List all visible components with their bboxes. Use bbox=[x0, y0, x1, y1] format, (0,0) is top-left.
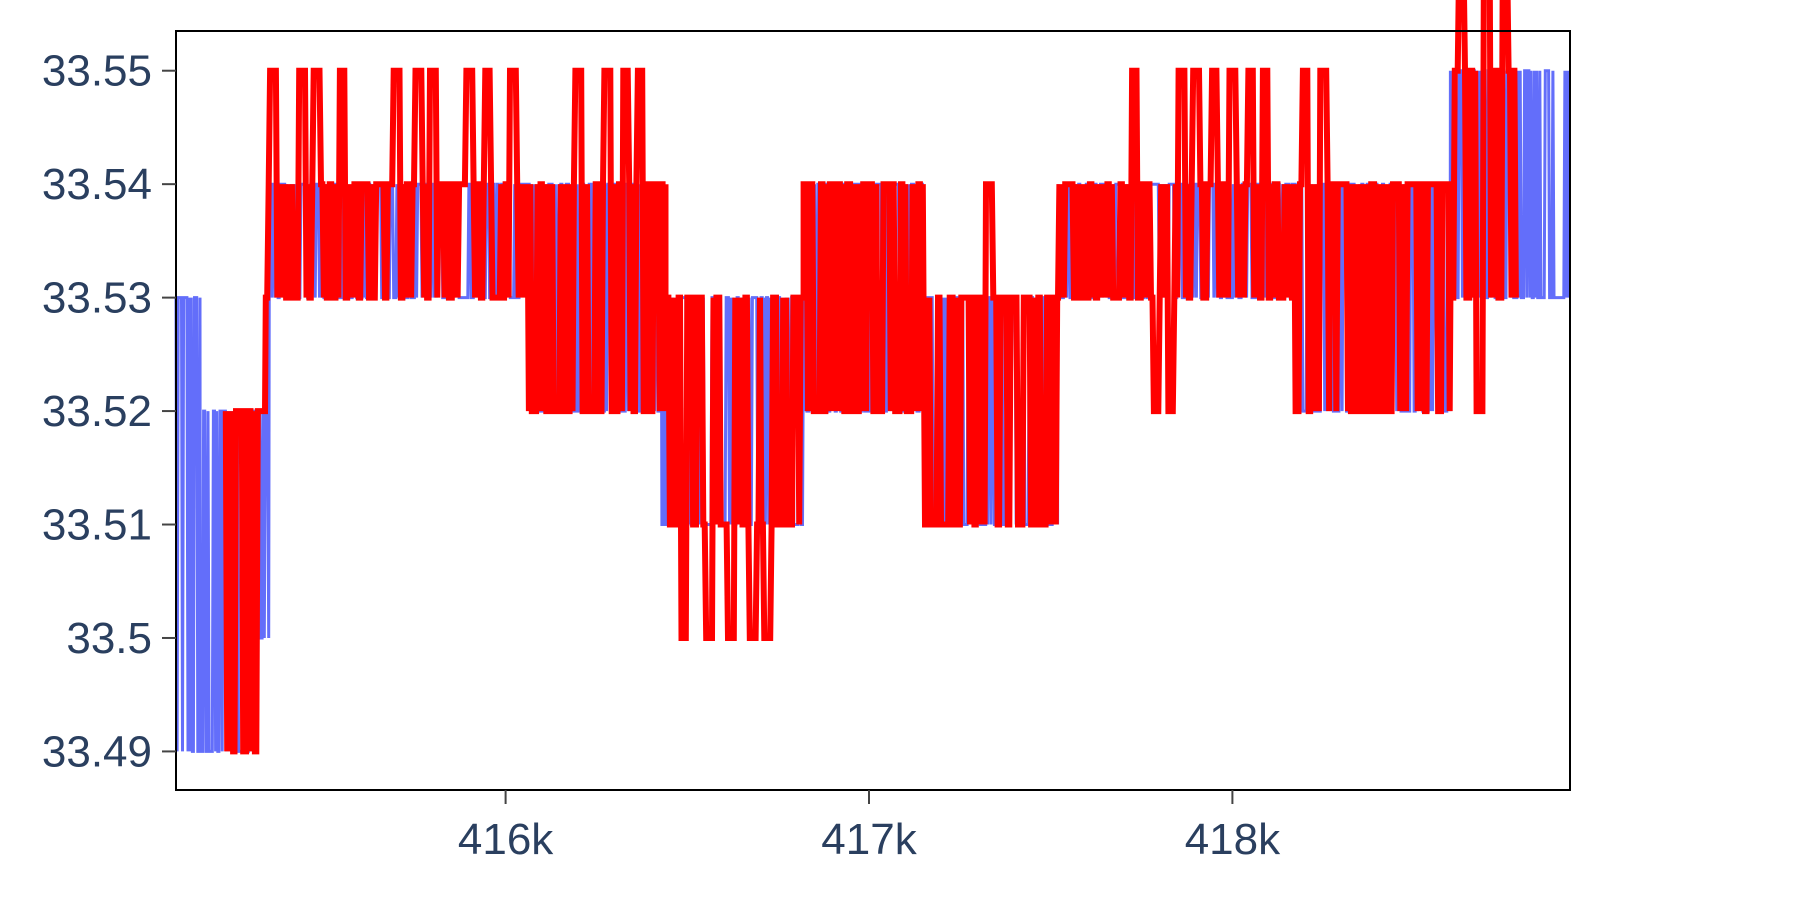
series-line-1 bbox=[222, 0, 1519, 755]
y-tick-label: 33.5 bbox=[66, 614, 152, 663]
x-axis: 416k 417k 418k bbox=[458, 790, 1281, 864]
y-axis: 33.49 33.5 33.51 33.52 33.53 33.54 33.55 bbox=[42, 47, 176, 776]
x-tick-label: 416k bbox=[458, 815, 554, 864]
series-1 bbox=[222, 0, 1519, 755]
y-tick-label: 33.49 bbox=[42, 727, 152, 776]
y-tick-label: 33.55 bbox=[42, 47, 152, 96]
x-tick-label: 418k bbox=[1185, 815, 1281, 864]
series-layer bbox=[174, 0, 1571, 755]
y-tick-label: 33.52 bbox=[42, 387, 152, 436]
y-tick-label: 33.54 bbox=[42, 160, 152, 209]
x-tick-label: 417k bbox=[821, 815, 917, 864]
y-tick-label: 33.51 bbox=[42, 501, 152, 550]
y-tick-label: 33.53 bbox=[42, 274, 152, 323]
